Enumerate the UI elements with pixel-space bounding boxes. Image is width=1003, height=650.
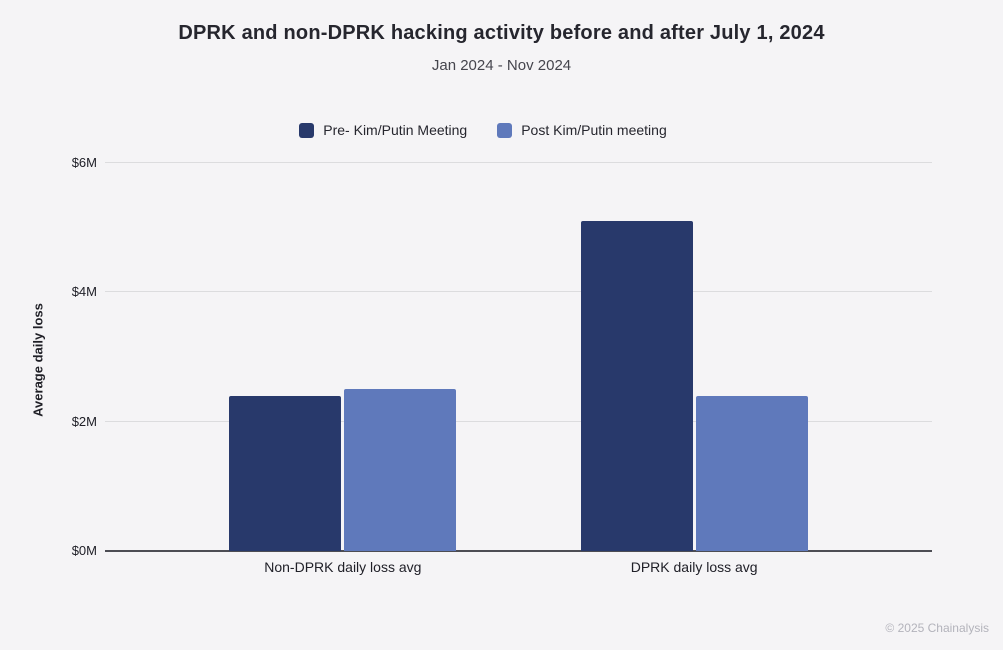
gridline-6m	[105, 162, 932, 163]
bar-post-kim-putin-meeting-dprk-daily-loss-avg	[695, 395, 808, 551]
y-axis-title: Average daily loss	[30, 303, 46, 417]
x-tick-label-non-dprk-daily-loss-avg: Non-DPRK daily loss avg	[264, 559, 422, 575]
y-tick-label-2m: $2M	[71, 413, 97, 429]
legend-item-pre-kim-putin-meeting[interactable]: Pre- Kim/Putin Meeting	[299, 122, 467, 138]
gridline-4m	[105, 291, 932, 293]
copyright-text: © 2025 Chainalysis	[885, 621, 989, 635]
legend-swatch-icon	[299, 122, 315, 138]
legend-label: Pre- Kim/Putin Meeting	[323, 122, 468, 138]
bar-post-kim-putin-meeting-non-dprk-daily-loss-avg	[344, 389, 457, 551]
gridline-2m	[105, 420, 932, 422]
x-tick-label-dprk-daily-loss-avg: DPRK daily loss avg	[630, 559, 758, 575]
legend-item-post-kim-putin-meeting[interactable]: Post Kim/Putin meeting	[497, 122, 667, 138]
x-axis-line	[105, 550, 932, 552]
legend: Pre- Kim/Putin Meeting Post Kim/Putin mee…	[0, 122, 966, 138]
bar-pre-kim-putin-meeting-non-dprk-daily-loss-avg	[229, 395, 342, 551]
chart-subtitle: Jan 2024 - Nov 2024	[431, 57, 572, 74]
legend-label: Post Kim/Putin meeting	[521, 122, 667, 138]
y-tick-label-0m: $0M	[71, 543, 97, 558]
plot-area: Non-DPRK daily loss avg DPRK daily loss a…	[105, 162, 932, 575]
chart-title: DPRK and non-DPRK hacking activity befor…	[178, 22, 825, 44]
bar-pre-kim-putin-meeting-dprk-daily-loss-avg	[580, 221, 693, 551]
y-tick-label-6m: $6M	[71, 155, 97, 170]
legend-swatch-icon	[497, 122, 513, 138]
y-tick-label-4m: $4M	[71, 284, 97, 300]
